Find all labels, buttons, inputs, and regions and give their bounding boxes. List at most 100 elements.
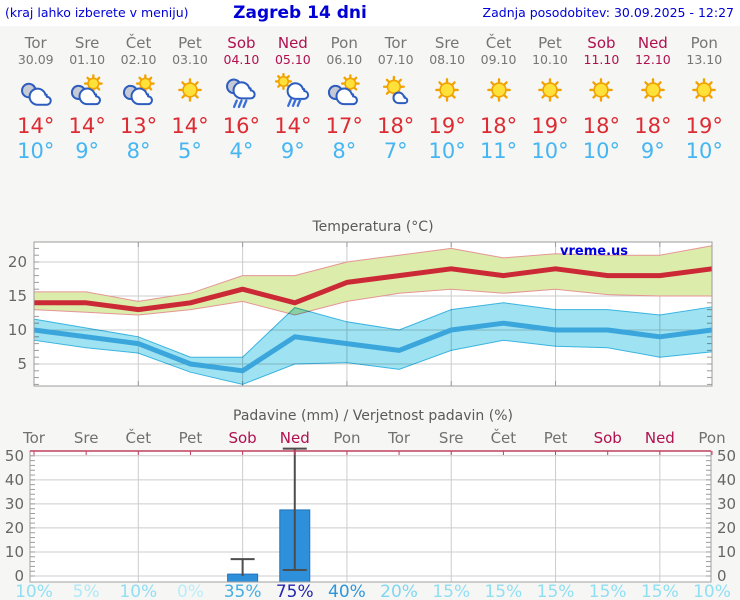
svg-text:Pet: Pet (544, 429, 568, 447)
page-title: Zagreb 14 dni (233, 3, 367, 23)
partly-cloudy-icon (319, 73, 370, 111)
max-temp-value: 18° (479, 114, 518, 138)
sunny-icon (576, 73, 627, 111)
day-name: Pet (538, 34, 562, 52)
cloudy-icon (10, 73, 61, 111)
min-temp-value: 9° (280, 139, 305, 163)
day-date: 11.10 (583, 52, 620, 67)
svg-text:15: 15 (8, 287, 27, 305)
svg-text:10%: 10% (693, 582, 731, 600)
svg-text:50: 50 (717, 447, 736, 465)
max-temp-value: 14° (68, 114, 106, 138)
svg-text:Ned: Ned (645, 429, 675, 447)
svg-text:35%: 35% (224, 582, 262, 600)
max-temp-value: 13° (119, 114, 158, 138)
max-temp-value: 18° (634, 114, 672, 138)
svg-text:Čet: Čet (491, 428, 517, 447)
max-temp-value: 19° (428, 114, 466, 138)
precipitation-chart: Padavine (mm) / Verjetnost padavin (%) To… (0, 405, 740, 600)
header-bar: (kraj lahko izberete v meniju) Zagreb 14… (0, 0, 740, 26)
svg-text:Sob: Sob (594, 429, 622, 447)
svg-text:20: 20 (8, 253, 27, 271)
svg-text:40: 40 (717, 471, 736, 489)
svg-text:vreme.us: vreme.us (560, 244, 628, 259)
day-column: Tor 07.10 18° 7° (370, 26, 421, 215)
day-column: Čet 02.10 13° 8° (113, 26, 164, 215)
day-date: 09.10 (480, 52, 517, 67)
svg-text:Padavine (mm) / Verjetnost pad: Padavine (mm) / Verjetnost padavin (%) (233, 408, 513, 424)
min-temp-line (33, 320, 713, 374)
day-date: 01.10 (69, 52, 106, 67)
max-temp-value: 19° (531, 114, 569, 138)
day-date: 08.10 (429, 52, 466, 67)
max-temp-value: 14° (17, 114, 55, 138)
sunny-icon (421, 73, 472, 111)
day-name: Pet (178, 34, 202, 52)
max-temp-value: 16° (222, 114, 261, 138)
day-column: Ned 12.10 18° 9° (627, 26, 678, 215)
svg-text:Pon: Pon (698, 429, 725, 447)
sunny-icon (524, 73, 575, 111)
min-temp-value: 10° (582, 139, 621, 163)
day-date: 13.10 (686, 52, 723, 67)
day-date: 05.10 (274, 52, 311, 67)
day-date: 07.10 (377, 52, 414, 67)
svg-text:15%: 15% (537, 582, 575, 600)
svg-text:20%: 20% (380, 582, 418, 600)
day-column: Sob 04.10 16° 4° (216, 26, 267, 215)
svg-text:0: 0 (717, 567, 727, 585)
day-column: Tor 30.09 14° 10° (10, 26, 61, 215)
svg-text:0%: 0% (177, 582, 204, 600)
temperature-chart-svg: Temperatura (°C) 5 10 15 20 vreme.us (8, 219, 713, 387)
svg-text:15%: 15% (589, 582, 627, 600)
min-temp-value: 10° (17, 139, 55, 163)
partly-cloudy-icon (113, 73, 164, 111)
day-name: Ned (637, 34, 668, 52)
svg-text:10: 10 (5, 543, 24, 561)
svg-text:15%: 15% (641, 582, 679, 600)
svg-text:Sob: Sob (228, 429, 256, 447)
min-temp-value: 8° (126, 139, 151, 163)
max-temp-value: 19° (685, 114, 723, 138)
day-column: Sob 11.10 18° 10° (576, 26, 627, 215)
sunny-icon (679, 73, 730, 111)
last-updated-text: Zadnja posodobitev: 30.09.2025 - 12:27 (482, 5, 734, 20)
sunny-icon (473, 73, 524, 111)
day-name: Tor (384, 34, 407, 52)
day-date: 06.10 (326, 52, 363, 67)
sun-rain-icon (267, 73, 318, 111)
max-temp-line (34, 266, 713, 313)
partly-cloudy-icon (61, 73, 112, 111)
svg-text:40: 40 (5, 471, 24, 489)
sunny-icon (164, 73, 215, 111)
mostly-sunny-icon (370, 73, 421, 111)
day-column: Pon 13.10 19° 10° (679, 26, 730, 215)
min-temp-value: 4° (229, 139, 254, 163)
day-name: Čet (125, 34, 152, 52)
max-temp-value: 14° (274, 114, 312, 138)
day-name: Pon (330, 34, 358, 52)
max-temp-value: 14° (171, 114, 209, 138)
day-name: Ned (277, 34, 308, 52)
day-name: Tor (24, 34, 47, 52)
day-name: Sre (434, 34, 460, 52)
svg-text:Sre: Sre (439, 429, 464, 447)
precipitation-chart-svg: Padavine (mm) / Verjetnost padavin (%) To… (5, 408, 736, 600)
day-column: Ned 05.10 14° 9° (267, 26, 318, 215)
day-name: Pon (690, 34, 718, 52)
svg-text:Pet: Pet (179, 429, 203, 447)
min-temp-value: 7° (383, 139, 408, 163)
svg-text:Tor: Tor (22, 429, 46, 447)
svg-text:Tor: Tor (387, 429, 411, 447)
svg-text:5: 5 (17, 355, 27, 373)
day-name: Sre (74, 34, 100, 52)
menu-hint-text: (kraj lahko izberete v meniju) (5, 5, 189, 20)
day-column: Čet 09.10 18° 11° (473, 26, 524, 215)
temperature-chart: Temperatura (°C) 5 10 15 20 vreme.us (0, 215, 740, 405)
max-temp-value: 18° (582, 114, 621, 138)
min-temp-value: 9° (75, 139, 100, 163)
min-temp-value: 10° (428, 139, 466, 163)
max-temp-value: 17° (325, 114, 363, 138)
sunny-icon (627, 73, 678, 111)
day-column: Sre 08.10 19° 10° (421, 26, 472, 215)
